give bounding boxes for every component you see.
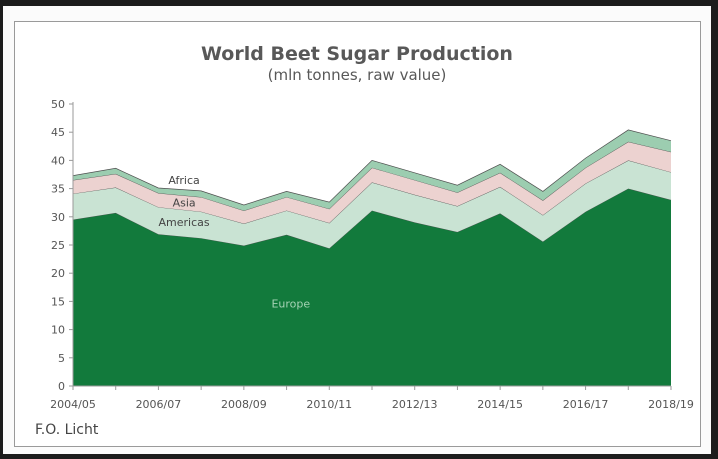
boundary-line-africa: [72, 129, 672, 206]
y-tick-label: 45: [51, 126, 65, 139]
x-tick-label: 2010/11: [306, 398, 352, 411]
area-layers: [72, 129, 672, 386]
area-americas: [73, 160, 671, 249]
chart-axes: 0 5 10 15 20 25 30 35 40 45 50 2004/05 2006/07 2008/0…: [50, 98, 694, 411]
chart-subtitle: (mln tonnes, raw value): [268, 66, 447, 84]
y-tick-label: 50: [51, 98, 65, 111]
y-tick-label: 35: [51, 183, 65, 196]
y-tick-label: 20: [51, 267, 65, 280]
x-tick-label: 2012/13: [392, 398, 438, 411]
chart-title: World Beet Sugar Production: [201, 43, 513, 65]
y-tick-label: 5: [58, 352, 65, 365]
area-europe: [73, 188, 671, 386]
y-tick-label: 30: [51, 211, 65, 224]
x-tick-label: 2018/19: [648, 398, 694, 411]
y-tick-label: 0: [58, 380, 65, 393]
y-tick-label: 15: [51, 295, 65, 308]
y-tick-label: 10: [51, 324, 65, 337]
y-tick-label: 40: [51, 154, 65, 167]
x-tick-label: 2006/07: [136, 398, 182, 411]
series-label-asia: Asia: [173, 197, 196, 210]
y-tick-label: 25: [51, 239, 65, 252]
chart-panel: World Beet Sugar Production (mln tonnes,…: [14, 21, 701, 447]
source-credit: F.O. Licht: [35, 422, 99, 438]
beet-sugar-area-chart: World Beet Sugar Production (mln tonnes,…: [35, 43, 694, 438]
x-tick-label: 2004/05: [50, 398, 96, 411]
series-label-americas: Americas: [159, 216, 210, 229]
series-labels: Europe Americas Asia Africa: [159, 174, 311, 311]
series-label-africa: Africa: [168, 174, 199, 187]
series-label-europe: Europe: [271, 298, 310, 311]
x-tick-label: 2008/09: [221, 398, 267, 411]
x-tick-label: 2016/17: [563, 398, 609, 411]
x-tick-label: 2014/15: [477, 398, 523, 411]
